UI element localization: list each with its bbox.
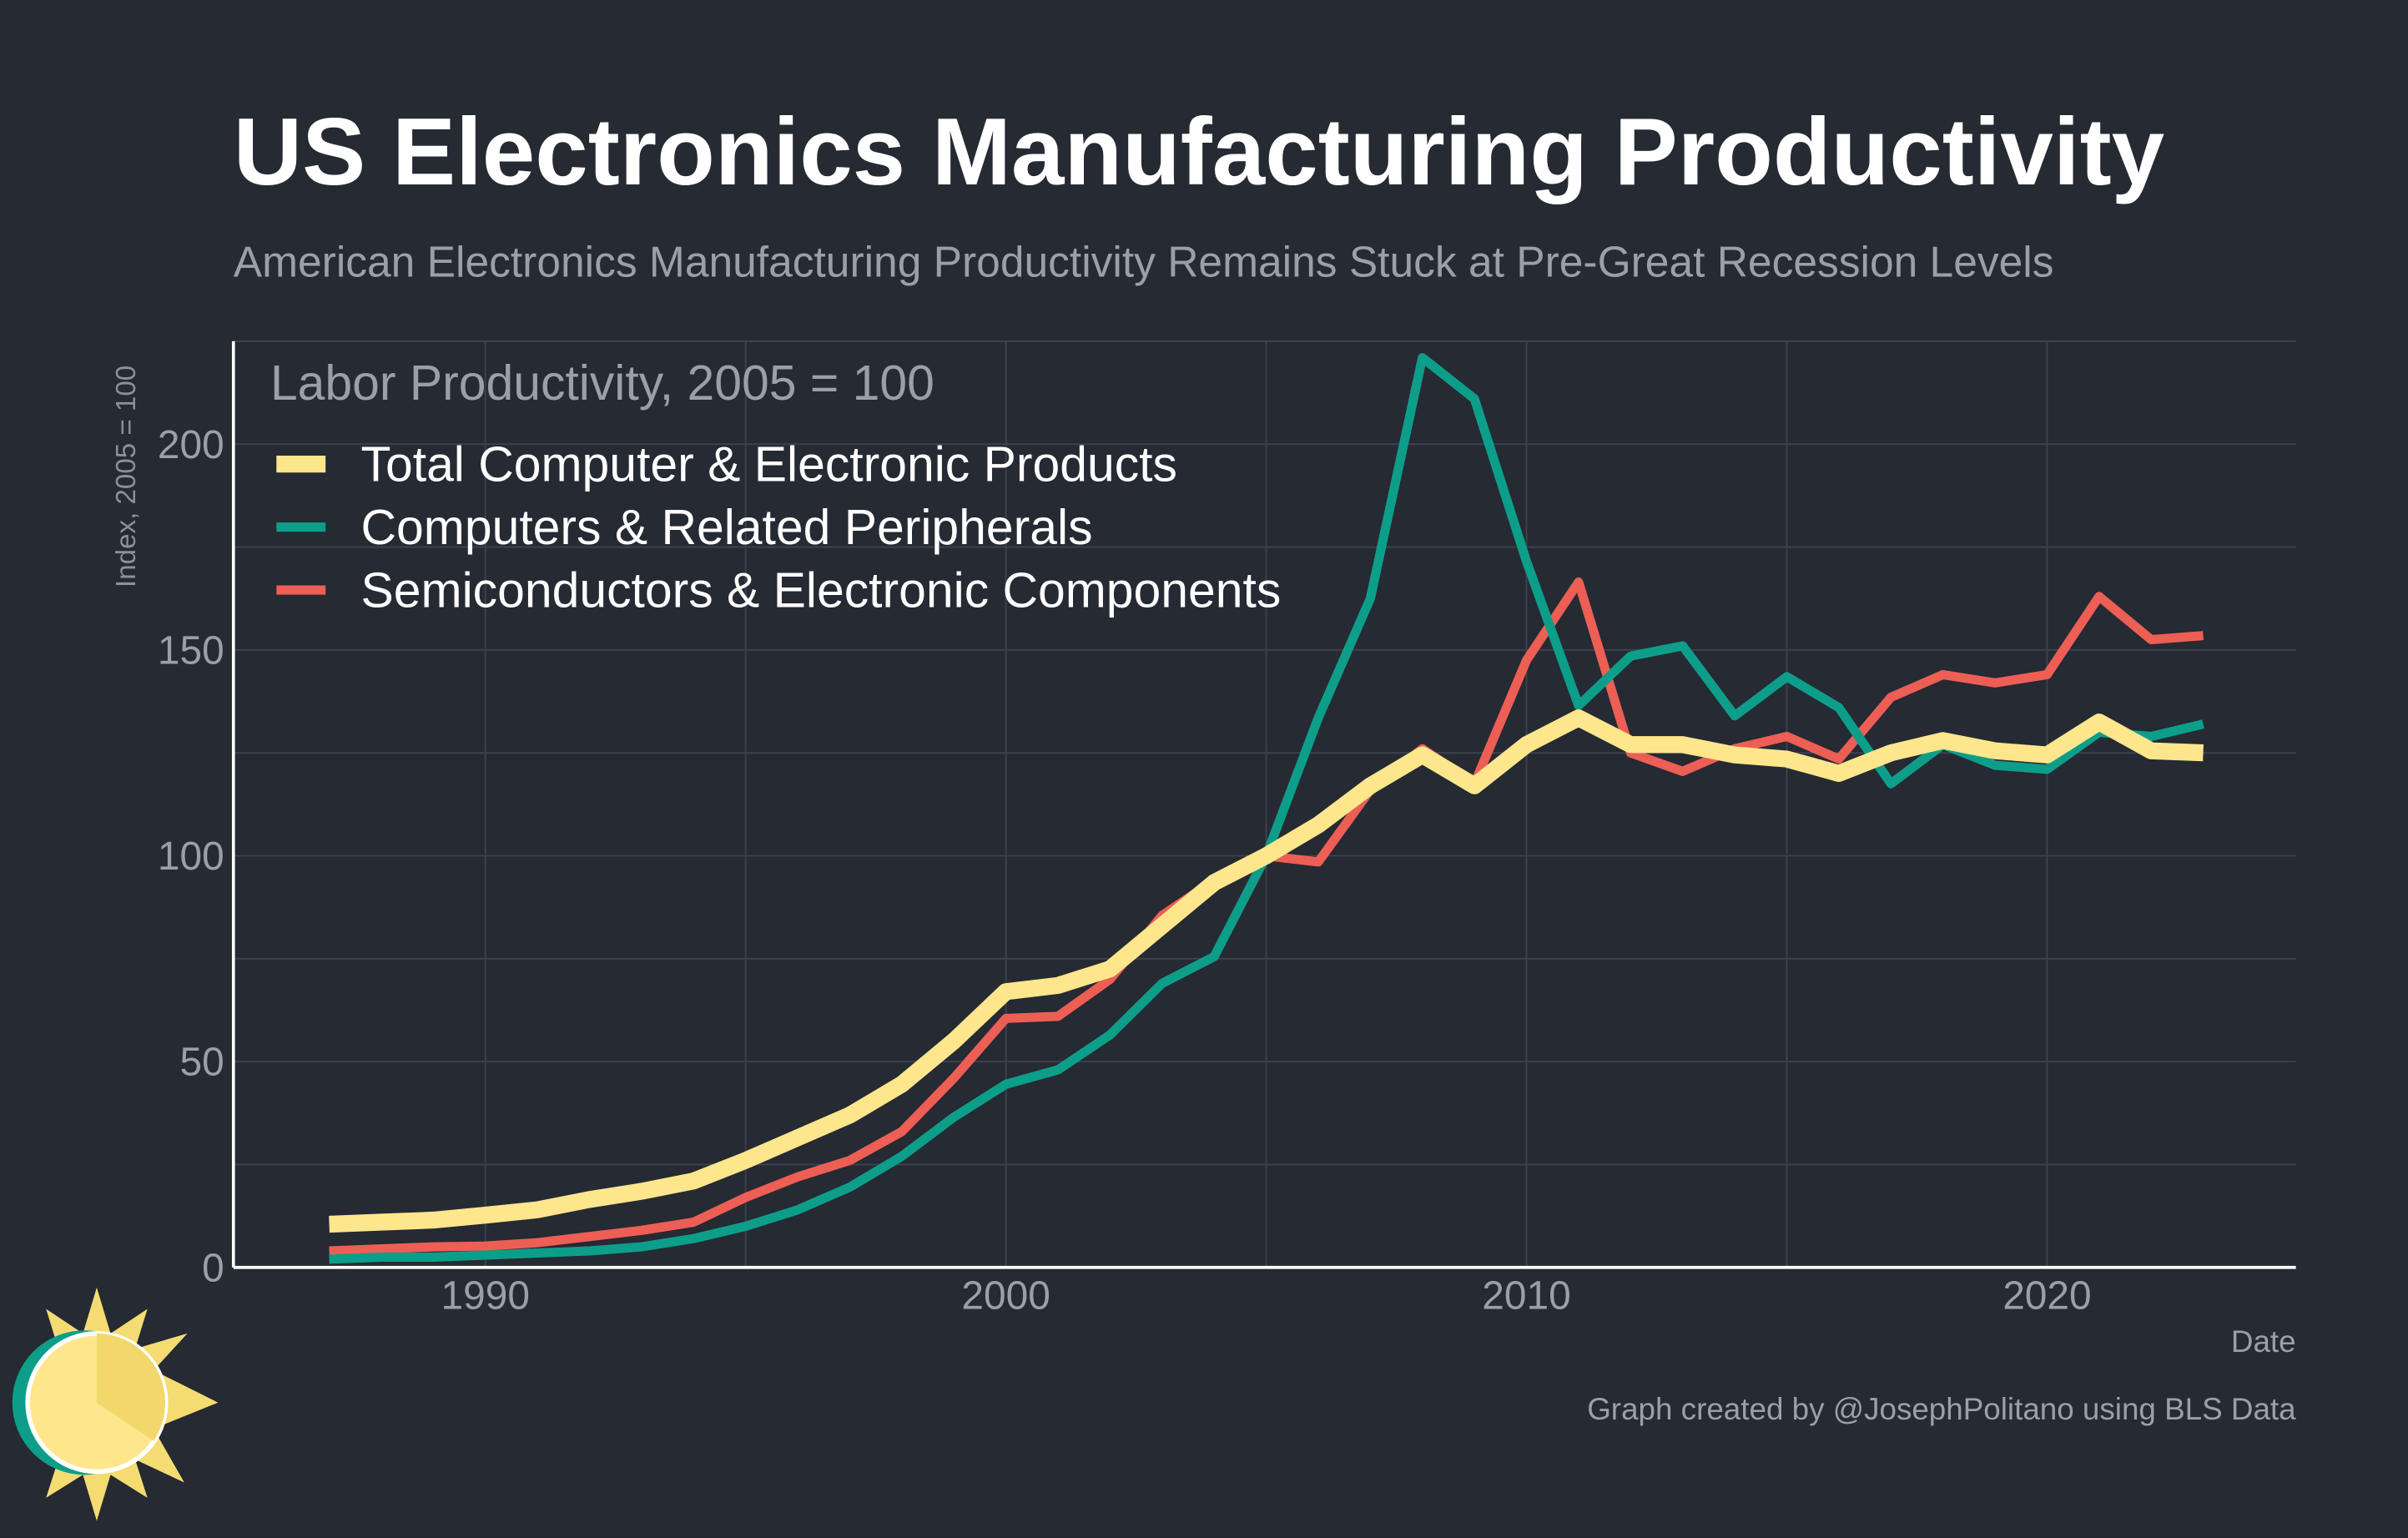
legend-title: Labor Productivity, 2005 = 100 xyxy=(270,356,934,411)
y-tick-label: 0 xyxy=(202,1246,224,1290)
chart-title: US Electronics Manufacturing Productivit… xyxy=(234,99,2164,205)
x-tick-label: 2010 xyxy=(1482,1273,1570,1318)
series-line xyxy=(329,709,2204,1233)
logo xyxy=(12,1287,219,1521)
y-tick-label: 100 xyxy=(158,835,224,879)
y-axis-label: Index, 2005 = 100 xyxy=(111,366,142,587)
plot-area: 0 50 100 150 200 1990 2000 2010 2020 Labor Produc… xyxy=(158,340,2296,1318)
y-tick-label: 50 xyxy=(180,1041,224,1085)
chart-subtitle: American Electronics Manufacturing Produ… xyxy=(234,238,2054,286)
y-tick-label: 150 xyxy=(158,628,224,673)
x-axis-label: Date xyxy=(2231,1324,2296,1359)
x-tick-label: 1990 xyxy=(441,1273,530,1318)
x-tick-label: 2020 xyxy=(2002,1273,2091,1318)
source-note: Graph created by @JosephPolitano using B… xyxy=(1587,1392,2296,1426)
legend-label: Computers & Related Peripherals xyxy=(361,501,1093,555)
legend-label: Semiconductors & Electronic Components xyxy=(361,563,1282,618)
x-tick-label: 2000 xyxy=(961,1273,1050,1318)
legend: Labor Productivity, 2005 = 100 Total Comp… xyxy=(270,356,1281,618)
y-tick-label: 200 xyxy=(158,423,224,467)
legend-label: Total Computer & Electronic Products xyxy=(361,437,1177,492)
